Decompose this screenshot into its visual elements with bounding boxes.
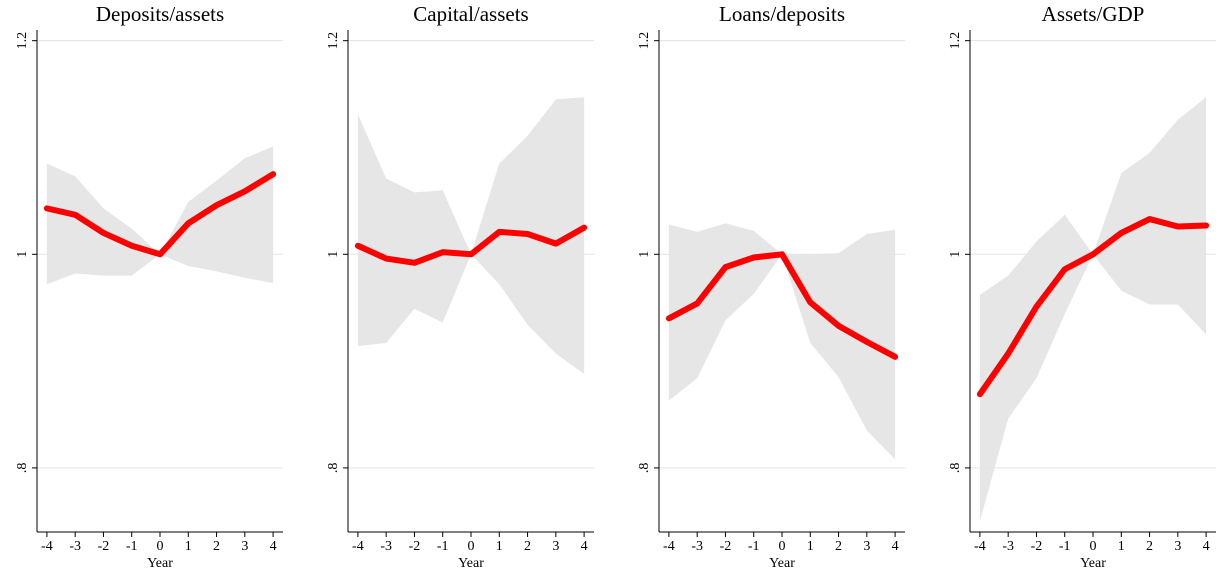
panel-title: Deposits/assets bbox=[96, 2, 224, 26]
x-tick-label: 1 bbox=[185, 539, 192, 554]
x-tick-label: 4 bbox=[581, 539, 588, 554]
x-tick-label: 1 bbox=[807, 539, 814, 554]
y-tick-label: .8 bbox=[948, 463, 963, 474]
y-tick-label: 1.2 bbox=[326, 32, 341, 50]
x-tick-label: -1 bbox=[748, 539, 760, 554]
x-tick-label: 4 bbox=[1203, 539, 1210, 554]
x-tick-label: 3 bbox=[1174, 539, 1181, 554]
x-tick-label: -4 bbox=[663, 539, 675, 554]
x-axis-label: Year bbox=[147, 556, 173, 571]
confidence-band bbox=[357, 97, 585, 374]
x-tick-label: -2 bbox=[98, 539, 110, 554]
line bbox=[665, 251, 899, 360]
x-axis-label: Year bbox=[1080, 556, 1106, 571]
y-tick-label: 1.2 bbox=[15, 32, 30, 50]
x-tick-label: -3 bbox=[380, 539, 392, 554]
x-tick-label: -3 bbox=[1002, 539, 1014, 554]
panel-title: Loans/deposits bbox=[719, 2, 845, 26]
x-tick-label: -4 bbox=[352, 539, 364, 554]
x-tick-label: 0 bbox=[157, 539, 164, 554]
x-axis-label: Year bbox=[458, 556, 484, 571]
x-tick-label: 0 bbox=[779, 539, 786, 554]
x-tick-label: -1 bbox=[437, 539, 449, 554]
x-tick-label: 0 bbox=[468, 539, 475, 554]
x-tick-label: 1 bbox=[496, 539, 503, 554]
y-tick-label: 1.2 bbox=[948, 32, 963, 50]
y-tick-label: 1 bbox=[15, 251, 30, 258]
line bbox=[976, 216, 1210, 398]
y-tick-label: 1.2 bbox=[637, 32, 652, 50]
x-tick-label: -3 bbox=[691, 539, 703, 554]
x-tick-label: -1 bbox=[126, 539, 138, 554]
panel-title: Capital/assets bbox=[413, 2, 528, 26]
x-tick-label: 3 bbox=[241, 539, 248, 554]
x-tick-label: 4 bbox=[270, 539, 277, 554]
y-tick-label: .8 bbox=[15, 463, 30, 474]
x-tick-label: 3 bbox=[863, 539, 870, 554]
x-tick-label: 3 bbox=[552, 539, 559, 554]
x-tick-label: -4 bbox=[41, 539, 53, 554]
x-tick-label: -2 bbox=[720, 539, 732, 554]
x-axis-label: Year bbox=[769, 556, 795, 571]
x-tick-label: 1 bbox=[1118, 539, 1125, 554]
line bbox=[354, 224, 588, 266]
panel-title: Assets/GDP bbox=[1042, 2, 1145, 26]
y-tick-label: 1 bbox=[948, 251, 963, 258]
x-tick-label: 2 bbox=[1146, 539, 1153, 554]
x-tick-label: 4 bbox=[892, 539, 899, 554]
confidence-band bbox=[46, 146, 274, 285]
confidence-band bbox=[668, 223, 896, 460]
y-tick-label: 1 bbox=[326, 251, 341, 258]
y-tick-label: .8 bbox=[326, 463, 341, 474]
x-tick-label: 2 bbox=[213, 539, 220, 554]
y-tick-label: 1 bbox=[637, 251, 652, 258]
x-tick-label: -2 bbox=[1031, 539, 1043, 554]
y-tick-label: .8 bbox=[637, 463, 652, 474]
x-tick-label: -1 bbox=[1059, 539, 1071, 554]
x-tick-label: -2 bbox=[409, 539, 421, 554]
x-tick-label: 2 bbox=[524, 539, 531, 554]
x-tick-label: -3 bbox=[69, 539, 81, 554]
x-tick-label: -4 bbox=[974, 539, 986, 554]
x-tick-label: 2 bbox=[835, 539, 842, 554]
line bbox=[43, 171, 277, 258]
confidence-band bbox=[979, 97, 1207, 522]
x-tick-label: 0 bbox=[1090, 539, 1097, 554]
